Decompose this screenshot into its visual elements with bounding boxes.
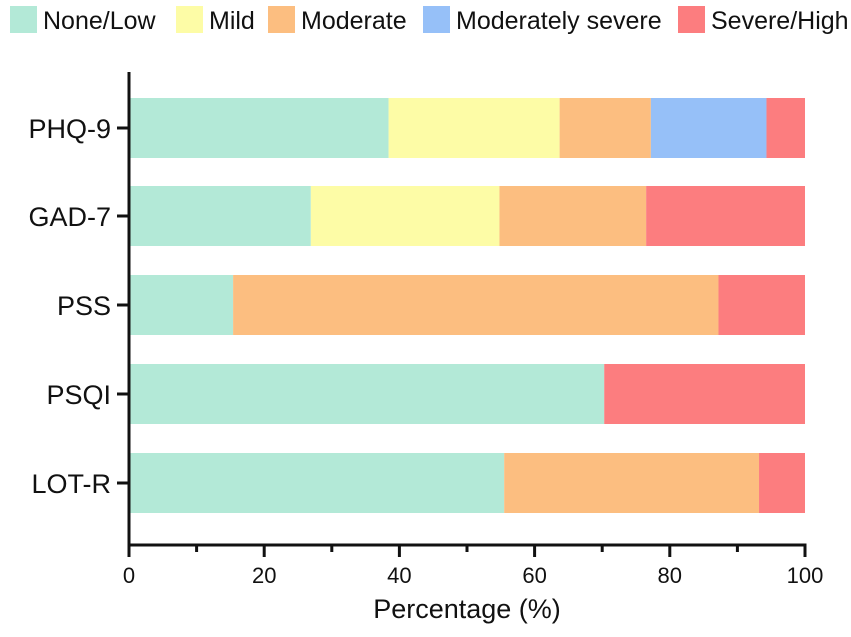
legend-swatch-moderately-severe bbox=[423, 6, 450, 33]
bar-phq-9-severe-high bbox=[766, 98, 805, 158]
y-tick-label-phq-9: PHQ-9 bbox=[28, 114, 111, 144]
legend-item-severe-high: Severe/High bbox=[678, 6, 849, 35]
bar-psqi-severe-high bbox=[604, 364, 805, 424]
bar-phq-9-mild bbox=[388, 98, 560, 158]
legend: None/Low Mild Moderate Moderately severe Sev… bbox=[10, 6, 849, 35]
bar-phq-9-none-low bbox=[129, 98, 389, 158]
legend-label-mild: Mild bbox=[209, 7, 255, 35]
bars-group bbox=[129, 98, 805, 513]
bar-gad-7-moderate bbox=[499, 186, 647, 246]
x-tick-label-40: 40 bbox=[387, 563, 411, 588]
bar-pss-none-low bbox=[129, 275, 234, 335]
legend-label-severe-high: Severe/High bbox=[711, 7, 849, 35]
x-axis-title: Percentage (%) bbox=[373, 594, 561, 624]
legend-item-mild: Mild bbox=[176, 6, 255, 35]
legend-item-moderately-severe: Moderately severe bbox=[423, 6, 662, 35]
x-tick-label-20: 20 bbox=[252, 563, 276, 588]
y-tick-label-lot-r: LOT-R bbox=[31, 469, 111, 499]
legend-swatch-moderate bbox=[268, 6, 295, 33]
legend-swatch-mild bbox=[176, 6, 203, 33]
x-tick-label-60: 60 bbox=[522, 563, 546, 588]
legend-label-none-low: None/Low bbox=[43, 7, 157, 35]
x-tick-label-100: 100 bbox=[787, 563, 824, 588]
bar-psqi-none-low bbox=[129, 364, 605, 424]
x-tick-label-0: 0 bbox=[123, 563, 135, 588]
bar-pss-severe-high bbox=[718, 275, 805, 335]
bar-pss-moderate bbox=[233, 275, 719, 335]
bar-gad-7-none-low bbox=[129, 186, 311, 246]
legend-item-moderate: Moderate bbox=[268, 6, 407, 35]
legend-swatch-severe-high bbox=[678, 6, 705, 33]
legend-item-none-low: None/Low bbox=[10, 6, 157, 35]
y-tick-label-pss: PSS bbox=[57, 291, 111, 321]
bar-lot-r-severe-high bbox=[759, 453, 805, 513]
bar-gad-7-mild bbox=[310, 186, 500, 246]
bar-lot-r-moderate bbox=[504, 453, 760, 513]
legend-swatch-none-low bbox=[10, 6, 37, 33]
legend-label-moderate: Moderate bbox=[301, 7, 407, 35]
bar-gad-7-severe-high bbox=[646, 186, 805, 246]
legend-label-moderately-severe: Moderately severe bbox=[456, 7, 662, 35]
bar-phq-9-moderately-severe bbox=[650, 98, 767, 158]
axes-group: PHQ-9 GAD-7 PSS PSQI LOT-R 0 20 40 60 80 100 bbox=[28, 72, 823, 588]
y-tick-label-psqi: PSQI bbox=[46, 380, 111, 410]
bar-lot-r-none-low bbox=[129, 453, 505, 513]
bar-phq-9-moderate bbox=[559, 98, 651, 158]
x-tick-label-80: 80 bbox=[658, 563, 682, 588]
y-tick-label-gad-7: GAD-7 bbox=[28, 202, 111, 232]
